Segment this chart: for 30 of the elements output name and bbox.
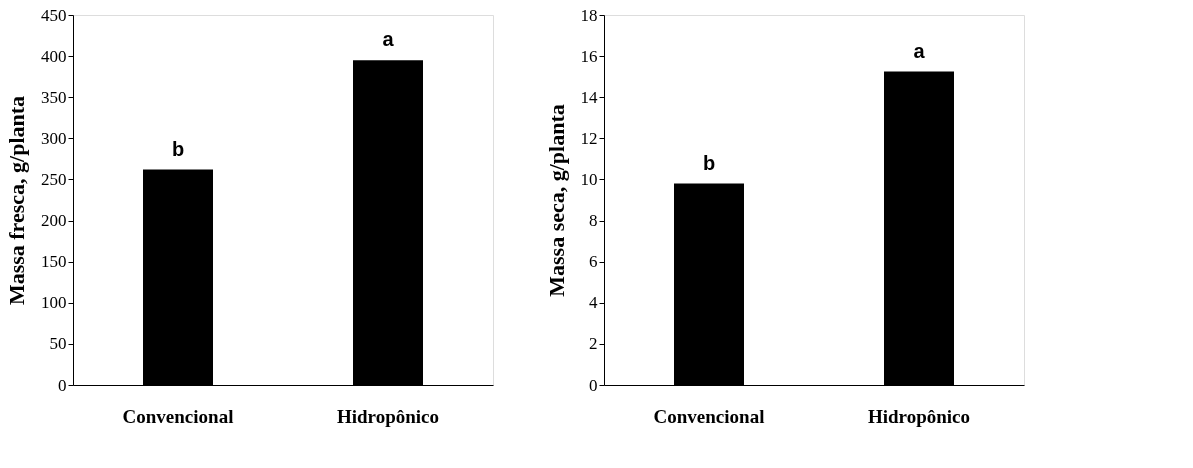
y-tick-label: 100 bbox=[41, 293, 67, 313]
x-tick-label: Convencional bbox=[653, 405, 765, 427]
x-tick-label: Convencional bbox=[122, 405, 234, 427]
y-tick-label: 6 bbox=[589, 252, 598, 272]
y-tick-label: 300 bbox=[41, 128, 67, 148]
y-axis-title: Massa fresca, g/planta bbox=[4, 95, 29, 306]
x-tick-label: Hidropônico bbox=[867, 405, 971, 427]
y-tick-label: 12 bbox=[580, 128, 598, 148]
y-tick-label: 400 bbox=[41, 46, 67, 66]
x-tick-label: Hidropônico bbox=[336, 405, 440, 427]
y-tick-label: 250 bbox=[41, 169, 67, 189]
annotation: b bbox=[171, 137, 185, 160]
y-tick-label: 0 bbox=[58, 375, 67, 395]
annotation: a bbox=[913, 39, 926, 62]
y-tick-label: 450 bbox=[41, 5, 67, 25]
y-tick-label: 16 bbox=[580, 46, 598, 66]
y-tick-label: 350 bbox=[41, 87, 67, 107]
annotation: b bbox=[702, 151, 716, 174]
y-tick-label: 2 bbox=[589, 334, 598, 354]
y-tick-label: 200 bbox=[41, 211, 67, 231]
y-tick-label: 0 bbox=[589, 375, 598, 395]
y-tick-label: 50 bbox=[49, 334, 67, 354]
annotation: a bbox=[382, 28, 395, 51]
y-axis-title: Massa seca, g/planta bbox=[543, 104, 569, 297]
y-tick-label: 18 bbox=[580, 5, 598, 25]
y-tick-label: 8 bbox=[589, 211, 598, 231]
y-tick-label: 150 bbox=[41, 252, 67, 272]
y-tick-label: 4 bbox=[589, 293, 598, 313]
y-tick-label: 10 bbox=[580, 169, 598, 189]
y-tick-label: 14 bbox=[580, 87, 598, 107]
